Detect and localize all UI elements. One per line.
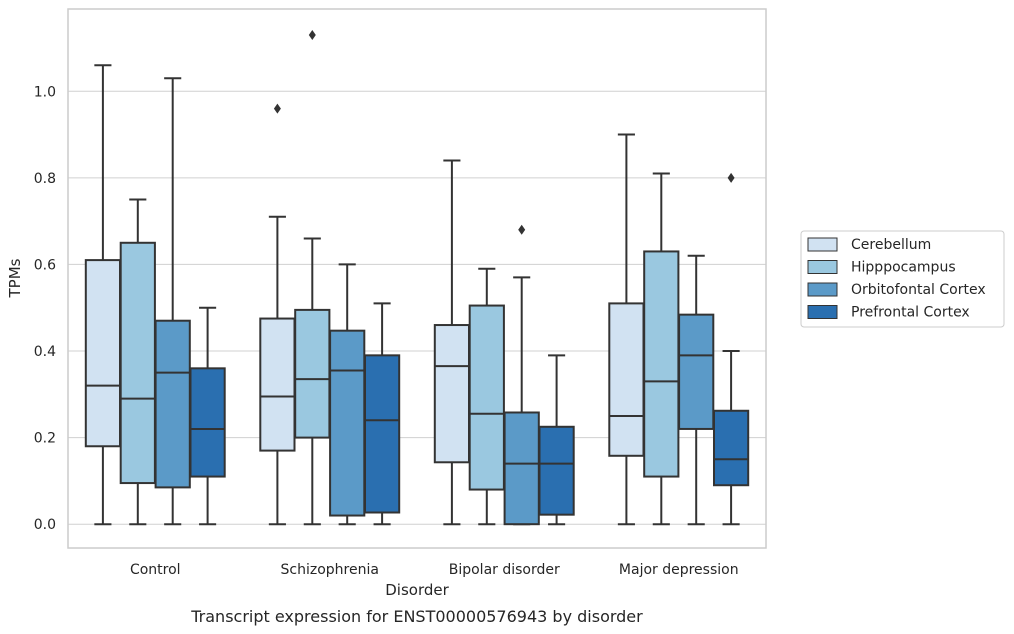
box-iqr xyxy=(259,317,296,452)
box-group xyxy=(643,172,680,526)
box-group xyxy=(329,263,366,526)
box-iqr xyxy=(538,425,575,516)
legend-label: Hipppocampus xyxy=(851,260,956,276)
y-axis-title: TPMs xyxy=(6,258,24,298)
box-iqr xyxy=(189,367,226,478)
box-iqr xyxy=(363,354,401,514)
x-axis-title: Disorder xyxy=(385,581,449,599)
legend: Cerebellum Hipppocampus Orbitofontal Corte… xyxy=(800,230,1005,328)
legend-frame xyxy=(800,230,1005,328)
box-iqr xyxy=(329,329,366,517)
box-group xyxy=(608,133,645,526)
box-group xyxy=(154,77,191,526)
box-group xyxy=(363,302,401,526)
y-tick-label: 0.0 xyxy=(34,517,56,533)
y-axis-ticks: 0.0 0.2 0.4 0.6 0.8 1.0 xyxy=(34,84,56,533)
box-iqr xyxy=(84,259,122,448)
outlier-marker xyxy=(273,103,281,114)
plot-area xyxy=(84,29,750,526)
outlier-marker xyxy=(518,224,526,235)
y-tick-label: 0.8 xyxy=(34,171,56,187)
x-tick-label: Major depression xyxy=(619,562,739,578)
box-iqr xyxy=(712,409,750,487)
chart-caption: Transcript expression for ENST0000057694… xyxy=(190,607,643,626)
box-group xyxy=(503,224,540,526)
x-tick-label: Control xyxy=(130,562,181,578)
legend-swatch xyxy=(807,282,838,297)
box-iqr xyxy=(468,304,505,491)
legend-label: Cerebellum xyxy=(851,237,931,253)
box-iqr xyxy=(678,313,715,430)
legend-swatch xyxy=(807,260,838,274)
x-tick-label: Schizophrenia xyxy=(281,562,379,578)
legend-swatch xyxy=(807,237,838,252)
plot-frame xyxy=(67,8,767,549)
box-group xyxy=(712,172,750,526)
box-group xyxy=(119,198,156,526)
legend-swatch xyxy=(807,305,838,319)
box-iqr xyxy=(503,411,540,526)
box-iqr xyxy=(643,250,680,478)
box-group xyxy=(259,103,296,526)
x-axis-ticks: Control Schizophrenia Bipolar disorder Majo… xyxy=(130,562,739,578)
y-tick-label: 0.6 xyxy=(34,257,56,273)
box-iqr xyxy=(154,319,191,489)
box-iqr xyxy=(608,302,645,457)
outlier-marker xyxy=(727,172,735,183)
box-iqr xyxy=(433,324,471,464)
y-tick-label: 0.2 xyxy=(34,431,56,447)
box-group xyxy=(433,159,471,526)
box-group xyxy=(84,64,122,526)
y-tick-label: 0.4 xyxy=(34,344,56,360)
box-group xyxy=(468,267,505,526)
legend-label: Orbitofontal Cortex xyxy=(851,282,986,298)
box-group xyxy=(538,354,575,526)
box-group xyxy=(678,254,715,526)
box-iqr xyxy=(294,308,331,439)
y-tick-label: 1.0 xyxy=(34,84,56,100)
outlier-marker xyxy=(308,29,316,40)
box-group xyxy=(294,29,331,526)
box-group xyxy=(189,306,226,526)
legend-label: Prefrontal Cortex xyxy=(851,305,970,321)
x-tick-label: Bipolar disorder xyxy=(449,562,560,578)
box-iqr xyxy=(119,241,156,485)
